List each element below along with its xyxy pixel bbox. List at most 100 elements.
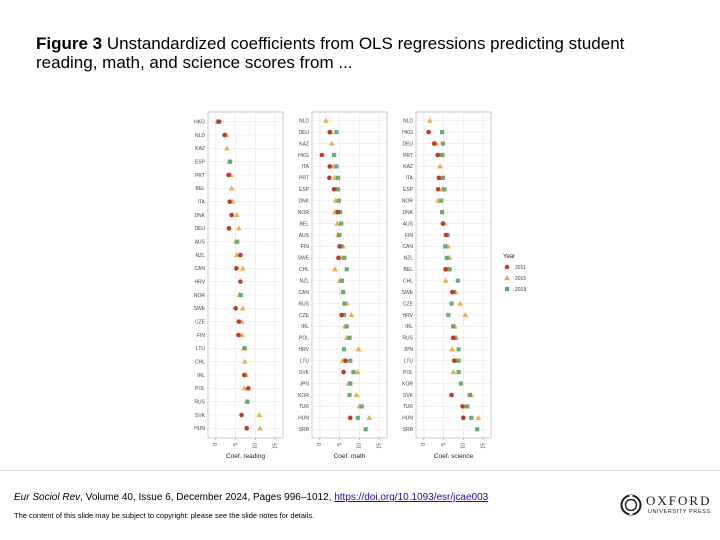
- point-2011: [336, 255, 341, 261]
- point-2011: [226, 172, 231, 178]
- category-label: BEL: [404, 267, 414, 273]
- figure-caption: Unstandardized coefficients from OLS reg…: [36, 34, 625, 72]
- point-2011: [435, 152, 441, 158]
- category-label: HRV: [195, 279, 206, 285]
- category-label: JPN: [404, 347, 414, 353]
- category-label: SVK: [403, 393, 414, 399]
- point-2019: [335, 187, 341, 192]
- category-label: SVK: [299, 370, 310, 376]
- point-2011: [451, 358, 457, 364]
- point-2011: [227, 199, 233, 204]
- point-2015: [348, 312, 355, 318]
- doi-link[interactable]: https://doi.org/10.1093/esr/jcae003: [334, 492, 489, 503]
- category-label: KAZ: [403, 164, 413, 170]
- point-2019: [342, 255, 347, 260]
- point-2011: [236, 319, 242, 324]
- point-2019: [344, 324, 349, 329]
- legend-key-2011: [504, 264, 510, 270]
- point-2015: [224, 145, 230, 151]
- point-2011: [331, 186, 337, 192]
- panel-frame: [415, 111, 492, 439]
- point-2019: [337, 232, 342, 238]
- point-2019: [363, 427, 368, 432]
- point-2015: [322, 117, 329, 123]
- figure-title: Figure 3 Unstandardized coefficients fro…: [36, 34, 676, 72]
- category-label: TUR: [299, 404, 310, 410]
- point-2019: [355, 415, 360, 420]
- category-label: DEU: [402, 141, 413, 147]
- point-2019: [344, 267, 349, 272]
- category-label: NZL: [300, 279, 310, 285]
- category-label: NLD: [403, 119, 413, 125]
- footer-divider: [0, 470, 720, 471]
- tick-label: 15: [376, 443, 382, 449]
- category-label: HUN: [402, 416, 413, 422]
- category-label: RUS: [402, 336, 413, 342]
- point-2011: [435, 186, 441, 192]
- legend-label: 2019: [515, 287, 526, 293]
- legend-key-2015: [504, 275, 510, 281]
- point-2015: [457, 300, 464, 306]
- category-label: ITA: [406, 176, 414, 182]
- citation: Eur Sociol Rev, Volume 40, Issue 6, Dece…: [14, 492, 488, 503]
- category-label: CAN: [402, 244, 413, 250]
- panel-1: HKG NLD KAZ ESP PRT BEL ITA DNK DEU AUS NZL CAN HRV N…: [194, 111, 284, 460]
- category-label: FIN: [197, 333, 205, 339]
- point-2015: [331, 266, 338, 272]
- point-2019: [439, 210, 445, 215]
- point-2019: [336, 198, 341, 203]
- point-2011: [226, 226, 232, 231]
- category-label: ESP: [195, 159, 206, 165]
- legend-key-2019: [504, 286, 510, 292]
- point-2011: [229, 212, 234, 218]
- point-2019: [235, 239, 240, 244]
- point-2015: [241, 385, 248, 391]
- point-2011: [238, 252, 243, 258]
- category-label: NLD: [299, 119, 309, 125]
- point-2011: [238, 279, 243, 284]
- panel-2: NLD DEU KAZ HKG ITA PRT ESP DNK NOR BEL AUS FIN SWE C…: [298, 111, 388, 460]
- point-2015: [426, 117, 433, 123]
- point-2019: [334, 130, 339, 135]
- point-2019: [475, 427, 480, 432]
- category-label: IRL: [301, 324, 309, 330]
- oxford-logo: OXFORD UNIVERSITY PRESS: [620, 492, 712, 518]
- category-label: TUR: [403, 404, 414, 410]
- point-2015: [354, 369, 361, 375]
- category-label: NOR: [194, 293, 206, 299]
- legend-label: 2011: [515, 265, 526, 271]
- category-label: CAN: [194, 266, 205, 272]
- category-label: NZL: [196, 253, 206, 259]
- axis-label: Coef. math: [334, 453, 366, 460]
- point-2011: [233, 306, 238, 311]
- category-label: IRL: [197, 373, 205, 379]
- point-2011: [319, 152, 325, 158]
- point-2015: [475, 414, 482, 420]
- category-label: DNK: [194, 213, 205, 219]
- point-2011: [335, 209, 340, 215]
- point-2019: [440, 175, 445, 180]
- point-2019: [228, 159, 233, 164]
- citation-details: , Volume 40, Issue 6, December 2024, Pag…: [80, 492, 335, 503]
- point-2011: [443, 232, 449, 238]
- point-2019: [442, 187, 447, 192]
- point-2015: [241, 358, 248, 364]
- point-2015: [462, 312, 469, 318]
- category-label: KOR: [402, 381, 413, 387]
- point-2019: [359, 404, 364, 409]
- point-2019: [245, 399, 250, 404]
- axis-label: Coef. science: [434, 453, 474, 460]
- category-label: HRV: [403, 313, 414, 319]
- point-2019: [446, 312, 451, 318]
- point-2015: [334, 220, 341, 226]
- point-2019: [347, 335, 352, 340]
- oxford-wordmark: OXFORD: [646, 493, 712, 508]
- category-label: PRT: [403, 153, 413, 159]
- point-2019: [348, 358, 353, 363]
- category-label: CHL: [195, 359, 205, 365]
- point-2015: [235, 225, 242, 231]
- point-2019: [341, 312, 347, 318]
- point-2015: [355, 346, 362, 352]
- category-label: RUS: [194, 399, 205, 405]
